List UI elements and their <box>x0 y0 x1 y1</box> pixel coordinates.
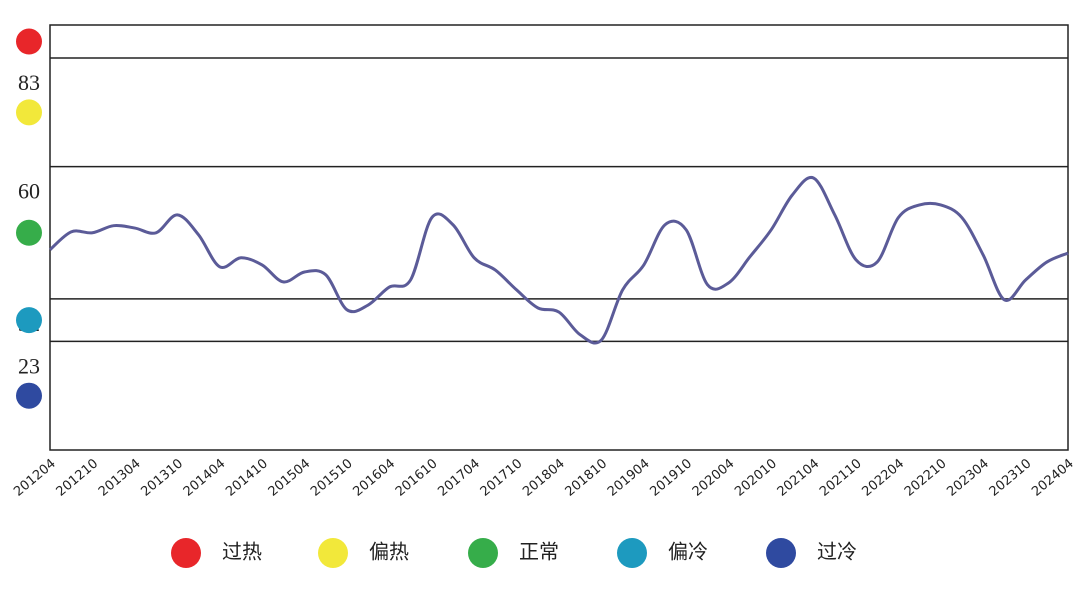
x-tick-label: 201804 <box>520 456 568 499</box>
x-tick-label: 202204 <box>859 456 907 499</box>
x-tick-label: 201910 <box>647 456 695 499</box>
x-tick-label: 202210 <box>902 456 950 499</box>
x-tick-label: 201610 <box>393 456 441 499</box>
x-tick-label: 201510 <box>308 456 356 499</box>
x-tick-label: 201210 <box>54 456 102 499</box>
zone-marker <box>16 307 42 334</box>
zone-marker <box>16 219 42 246</box>
legend-label: 偏热 <box>369 540 409 564</box>
x-tick-label: 202304 <box>944 456 992 499</box>
legend-marker <box>171 538 201 568</box>
x-tick-label: 201410 <box>223 456 271 499</box>
legend-label: 过冷 <box>817 540 857 564</box>
zone-marker <box>16 382 42 409</box>
legend-marker <box>318 538 348 568</box>
legend-label: 偏冷 <box>668 540 708 564</box>
x-tick-label: 202010 <box>732 456 780 499</box>
x-tick-label: 201204 <box>11 456 59 499</box>
x-tick-label: 201310 <box>138 456 186 499</box>
x-tick-label: 202110 <box>817 456 865 499</box>
x-tick-label: 201704 <box>435 456 483 499</box>
y-tick-label: 60 <box>18 179 40 204</box>
legend-label: 正常 <box>519 540 559 564</box>
x-tick-label: 201304 <box>96 456 144 499</box>
zone-marker <box>16 28 42 55</box>
y-tick-label: 83 <box>18 70 40 95</box>
plot-frame <box>49 24 1069 451</box>
x-tick-label: 201604 <box>350 456 398 499</box>
legend-marker <box>617 538 647 568</box>
legend-label: 过热 <box>222 540 262 564</box>
x-tick-label: 202004 <box>690 456 738 499</box>
x-tick-label: 201404 <box>181 456 229 499</box>
x-tick-label: 201710 <box>478 456 526 499</box>
legend-marker <box>766 538 796 568</box>
y-tick-label: 23 <box>18 353 40 378</box>
zone-marker <box>16 99 42 126</box>
x-tick-label: 201504 <box>266 456 314 499</box>
x-tick-label: 202404 <box>1029 456 1077 499</box>
x-tick-label: 202310 <box>987 456 1035 499</box>
x-tick-label: 202104 <box>775 456 823 499</box>
data-line <box>48 175 1069 345</box>
x-tick-label: 201904 <box>605 456 653 499</box>
x-tick-label: 201810 <box>563 456 611 499</box>
legend-marker <box>468 538 498 568</box>
